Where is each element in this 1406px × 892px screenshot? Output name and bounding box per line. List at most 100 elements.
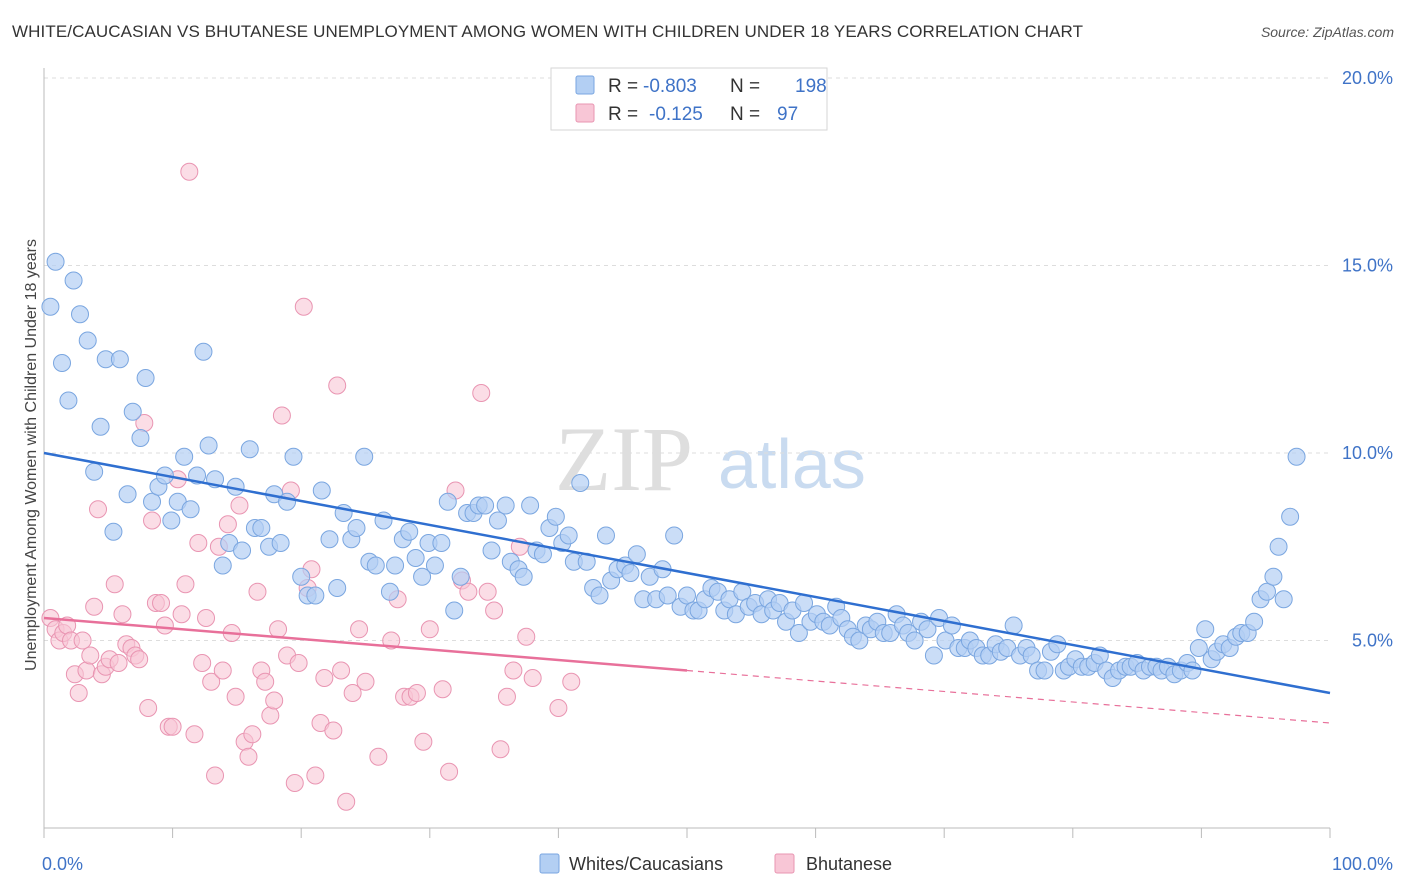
y-tick-label: 15.0%: [1342, 256, 1393, 276]
whites-points: [41, 252, 1306, 687]
bhutanese-point: [485, 601, 504, 620]
whites-point: [366, 556, 385, 575]
legend-n-label-bhutanese: N =: [730, 104, 760, 125]
bhutanese-point: [130, 650, 149, 669]
bhutanese-point: [562, 672, 581, 691]
whites-point: [292, 567, 311, 586]
whites-point: [328, 579, 347, 597]
bottom-legend-whites: Whites/Caucasians: [569, 854, 723, 874]
bhutanese-point: [77, 661, 96, 680]
bhutanese-point: [433, 680, 452, 699]
tick-labels: 5.0% 10.0% 15.0% 20.0% 0.0% 100.0%: [42, 68, 1393, 874]
whites-trend-line: [43, 451, 1331, 695]
whites-point: [131, 429, 150, 447]
bhutanese-point: [356, 672, 375, 691]
bhutanese-point: [369, 747, 388, 766]
bhutanese-point: [269, 620, 288, 639]
whites-point: [110, 350, 129, 369]
whites-point: [1189, 639, 1208, 657]
whites-point: [1022, 646, 1041, 665]
bhutanese-point: [139, 699, 158, 717]
bottom-legend-swatch-whites: [539, 853, 560, 874]
whites-point: [320, 530, 339, 549]
whites-point: [924, 646, 943, 665]
whites-point: [64, 271, 83, 290]
whites-point: [678, 586, 696, 605]
bhutanese-point: [73, 631, 92, 650]
bhutanese-point: [239, 747, 258, 766]
bhutanese-point: [497, 687, 516, 706]
bhutanese-point: [459, 582, 478, 601]
legend-r-label-whites: R =: [608, 76, 638, 97]
chart-source: Source: ZipAtlas.com: [1260, 24, 1394, 40]
bhutanese-point: [89, 500, 108, 519]
bhutanese-point: [155, 616, 174, 635]
bhutanese-point: [218, 515, 237, 534]
bottom-legend-bhutanese: Bhutanese: [806, 854, 892, 874]
whites-point: [59, 391, 78, 410]
whites-point: [850, 631, 869, 650]
bhutanese-point: [189, 534, 208, 552]
whites-point: [1269, 537, 1288, 556]
bhutanese-point: [337, 792, 356, 811]
bhutanese-point: [152, 594, 171, 612]
whites-point: [789, 624, 808, 642]
bhutanese-point: [315, 669, 334, 687]
whites-point: [488, 511, 507, 530]
whites-point: [546, 507, 565, 526]
whites-point: [496, 496, 515, 515]
legend-n-value-whites: 198: [795, 76, 827, 97]
legend-r-value-whites: -0.803: [643, 76, 697, 97]
whites-point: [181, 500, 200, 519]
whites-point: [380, 582, 399, 601]
whites-point: [71, 305, 90, 324]
bhutanese-point: [243, 725, 262, 744]
whites-point: [194, 342, 213, 361]
bhutanese-point: [285, 774, 304, 792]
bhutanese-point: [440, 762, 459, 781]
whites-point: [445, 601, 464, 620]
whites-point: [571, 474, 590, 492]
whites-point: [942, 616, 961, 635]
bhutanese-point: [197, 609, 216, 627]
whites-point: [199, 436, 218, 455]
legend-swatch-bhutanese: [575, 103, 595, 123]
bhutanese-point: [265, 691, 284, 710]
bhutanese-point: [472, 384, 491, 402]
x-tick-label-end: 100.0%: [1332, 854, 1393, 874]
bhutanese-point: [517, 627, 536, 646]
whites-point: [162, 511, 181, 530]
whites-point: [104, 522, 123, 541]
whites-point: [213, 556, 232, 575]
bhutanese-point: [143, 511, 162, 530]
whites-point: [559, 526, 578, 545]
whites-point: [425, 556, 444, 575]
whites-point: [306, 586, 325, 605]
whites-point: [406, 549, 425, 567]
bhutanese-point: [343, 684, 362, 702]
whites-point: [355, 447, 374, 466]
whites-point: [85, 462, 104, 481]
whites-point: [91, 417, 110, 436]
whites-point: [918, 620, 937, 639]
whites-point: [596, 526, 615, 545]
bhutanese-point: [230, 496, 249, 515]
whites-point: [451, 567, 470, 586]
whites-point: [78, 331, 97, 350]
series-legend: Whites/Caucasians Bhutanese: [539, 853, 892, 874]
whites-point: [476, 496, 495, 515]
bhutanese-point: [350, 620, 369, 639]
whites-point: [413, 567, 432, 586]
whites-point: [136, 369, 155, 387]
bhutanese-point: [504, 661, 523, 680]
whites-point: [1287, 447, 1306, 466]
legend-r-value-bhutanese: -0.125: [649, 104, 703, 125]
whites-point: [1281, 507, 1300, 526]
whites-point: [175, 447, 194, 466]
watermark-atlas: atlas: [718, 425, 866, 503]
whites-point: [514, 567, 533, 586]
whites-point: [278, 492, 297, 511]
whites-point: [46, 252, 65, 271]
whites-point: [590, 586, 609, 605]
